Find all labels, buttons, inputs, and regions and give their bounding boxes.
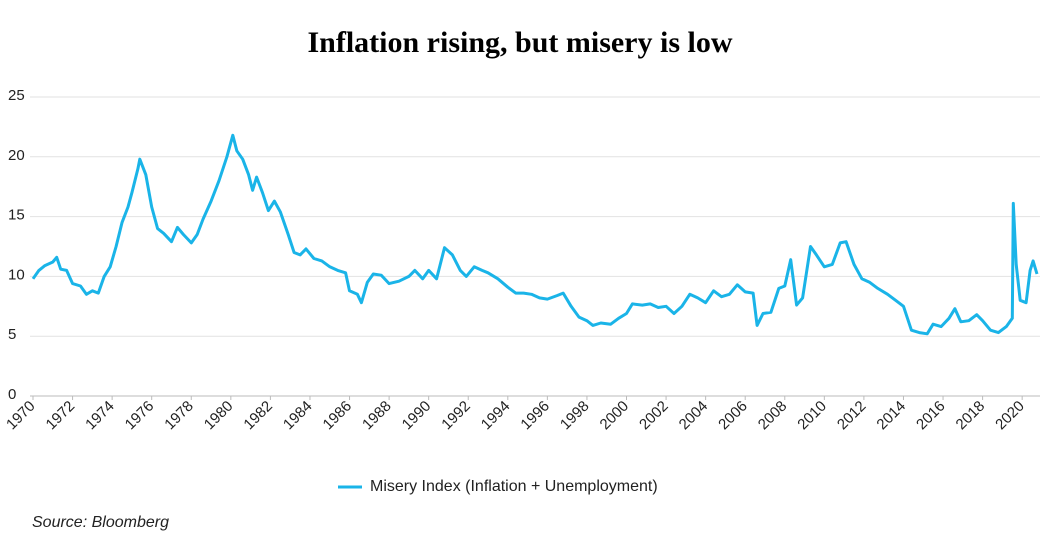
x-tick-label: 1974 [82, 398, 118, 434]
x-tick-label: 2000 [597, 398, 633, 434]
x-tick-label: 2008 [755, 398, 791, 434]
x-tick-label: 2002 [636, 398, 672, 434]
chart-title: Inflation rising, but misery is low [307, 26, 732, 59]
y-tick-label: 15 [8, 207, 25, 224]
x-tick-label: 1972 [43, 398, 79, 434]
y-tick-label: 20 [8, 147, 25, 164]
x-tick-label: 1984 [280, 398, 316, 434]
x-tick-label: 1976 [122, 398, 158, 434]
x-tick-label: 1994 [478, 398, 514, 434]
x-tick-label: 2018 [953, 398, 989, 434]
x-tick-label: 2010 [794, 398, 830, 434]
x-tick-label: 2016 [913, 398, 949, 434]
y-tick-label: 25 [8, 87, 25, 104]
x-tick-label: 1978 [161, 398, 197, 434]
x-tick-label: 1982 [240, 398, 276, 434]
x-tick-label: 1996 [517, 398, 553, 434]
x-tick-label: 1990 [399, 398, 435, 434]
y-tick-label: 0 [8, 386, 16, 403]
x-tick-label: 1998 [557, 398, 593, 434]
x-tick-label: 1980 [201, 398, 237, 434]
y-tick-label: 10 [8, 266, 25, 283]
legend-label: Misery Index (Inflation + Unemployment) [370, 478, 658, 495]
x-tick-label: 2006 [715, 398, 751, 434]
source: Source: Bloomberg [32, 514, 169, 531]
x-tick-label: 2020 [992, 398, 1028, 434]
y-tick-label: 5 [8, 326, 16, 343]
series-line [31, 133, 1039, 336]
x-tick-label: 2014 [873, 398, 909, 434]
x-tick-label: 1992 [438, 398, 474, 434]
x-tick-label: 2012 [834, 398, 870, 434]
x-tick-label: 1988 [359, 398, 395, 434]
x-tick-label: 1986 [320, 398, 356, 434]
x-tick-label: 2004 [676, 398, 712, 434]
